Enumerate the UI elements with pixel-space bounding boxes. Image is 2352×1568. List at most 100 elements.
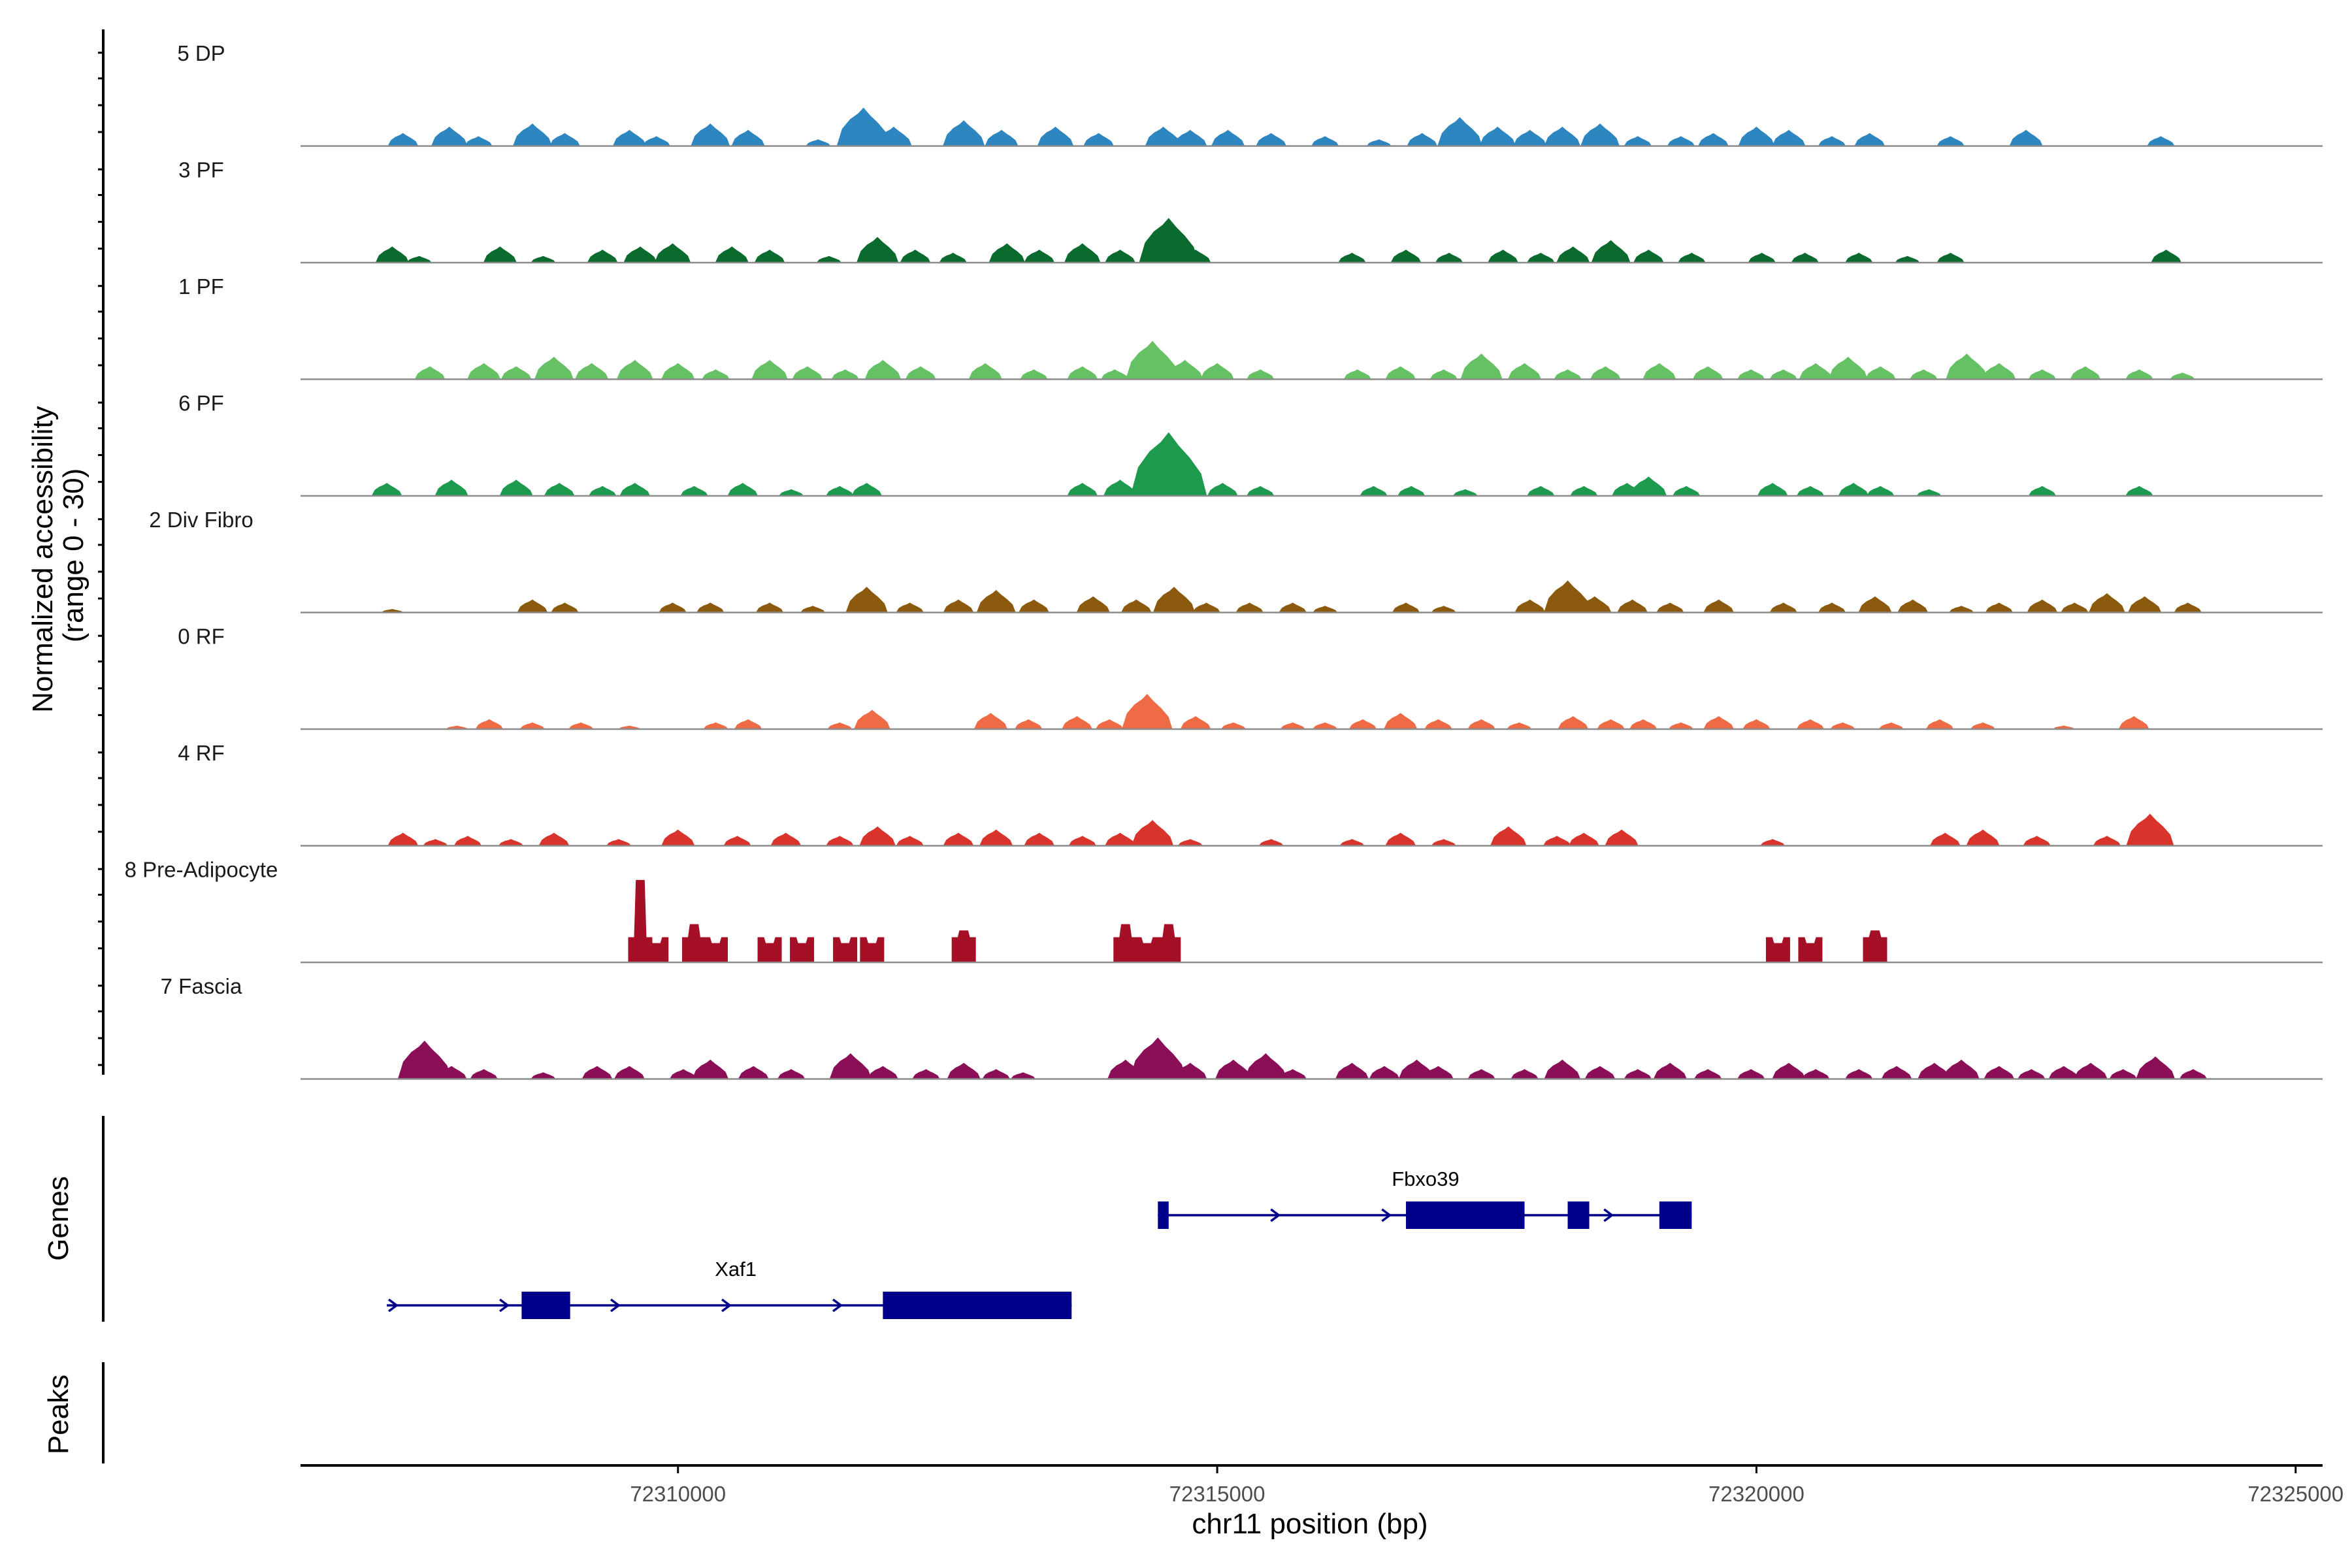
coverage-peak [1854,133,1886,146]
coverage-peak [1943,1059,1980,1079]
coverage-peak [1738,126,1775,146]
coverage-peak [1693,1069,1722,1079]
coverage-peak [1460,353,1503,380]
coverage-peak [943,599,974,613]
coverage-peak [2017,1069,2046,1079]
strand-arrow [388,1298,399,1313]
coverage-y-axis-title: Normalized accessibility (range 0 - 30) [27,398,90,713]
coverage-peak [1312,722,1338,730]
track-label-8-pre-adipocyte: 8 Pre-Adipocyte [125,858,278,882]
coverage-peak [658,602,687,613]
coverage-peak [1487,250,1519,263]
coverage-peak [896,602,924,613]
coverage-peak [2118,716,2149,730]
coverage-peak [826,722,853,730]
coverage-peak [800,606,826,613]
coverage-peak [1280,722,1306,730]
coverage-peak [951,930,976,963]
coverage-peak [1156,924,1181,963]
coverage-peak [1966,829,2000,846]
coverage-peak [2088,593,2125,613]
coverage-peak [1490,826,1527,846]
coverage-peak [1796,485,1825,497]
coverage-peak [1897,599,1929,613]
coverage-peak [681,924,706,963]
coverage-peak [2174,602,2202,613]
coverage-peak [1173,1062,1207,1079]
coverage-peak [1177,839,1203,846]
coverage-y-axis [98,29,105,1075]
coverage-tracks: 5 DP 3 PF 1 PF 6 PF 2 Div Fibro 0 RF 4 RF 8 Pre… [125,41,2323,1080]
coverage-peak [1945,353,1988,380]
coverage-peak [1024,250,1055,263]
coverage-peak [985,129,1019,146]
coverage-peak [475,719,504,730]
track-6-pf: 6 PF [178,391,2323,497]
track-1-pf: 1 PF [178,274,2323,380]
coverage-peak [2125,369,2153,380]
coverage-peak [1544,1059,1581,1079]
coverage-peak [1866,485,1895,497]
coverage-peak [1246,369,1275,380]
coverage-peak [1390,250,1422,263]
coverage-peak [1772,129,1806,146]
coverage-peak [805,139,831,146]
strand-arrow [1270,1208,1281,1222]
coverage-peak [1258,839,1284,846]
coverage-peak [2028,485,2057,497]
coverage-peak [1135,937,1160,963]
coverage-peak [900,250,931,263]
gene-exon [883,1292,1072,1319]
coverage-peak [1828,356,1868,380]
track-7-fascia: 7 Fascia [161,974,2323,1080]
gene-exon [1158,1201,1169,1229]
coverage-peak [679,485,708,497]
coverage-peak [715,246,749,263]
coverage-peak [1064,243,1101,263]
coverage-peak [1569,485,1598,497]
track-0-rf: 0 RF [178,625,2323,730]
coverage-peak [1366,139,1392,146]
gene-models: Fbxo39 Xaf1 [387,1168,1692,1319]
coverage-peak [538,832,570,846]
coverage-peak [875,126,912,146]
coverage-peak [1878,722,1904,730]
coverage-peak [642,136,671,146]
coverage-peak [2126,813,2174,846]
coverage-peak [1829,722,1855,730]
coverage-peak [387,832,419,846]
coverage-peak [499,480,533,497]
coverage-peak [1772,1062,1806,1079]
gene-xaf1: Xaf1 [387,1258,1072,1319]
coverage-peak [2179,1069,2208,1079]
coverage-peak [702,369,730,380]
coverage-peak [2169,372,2195,380]
coverage-peak [1624,136,1652,146]
coverage-peak [939,252,968,263]
coverage-peak [436,1066,467,1079]
coverage-peak [1337,252,1366,263]
coverage-peak [1211,129,1245,146]
x-tick-label: 72310000 [630,1482,726,1506]
track-label-3-pf: 3 PF [178,158,224,182]
coverage-peak [696,602,725,613]
coverage-peak [431,126,468,146]
coverage-peak [755,602,784,613]
track-label-4-rf: 4 RF [178,741,225,765]
coverage-peak [574,363,609,380]
coverage-peak [979,829,1013,846]
coverage-peak [1068,836,1097,846]
strand-arrow [1381,1208,1392,1222]
strand-arrow [1603,1208,1614,1222]
coverage-peak [738,1066,769,1079]
track-8-pre-adipocyte: 8 Pre-Adipocyte [125,858,2323,964]
strand-arrow [832,1298,843,1313]
strand-arrow [499,1298,510,1313]
coverage-peak [1982,363,2016,380]
coverage-peak [1207,483,1238,497]
coverage-peak [1556,246,1590,263]
coverage-peak [1507,363,1542,380]
coverage-peak [1512,129,1547,146]
coverage-peak [1312,606,1338,613]
coverage-peak [453,836,482,846]
